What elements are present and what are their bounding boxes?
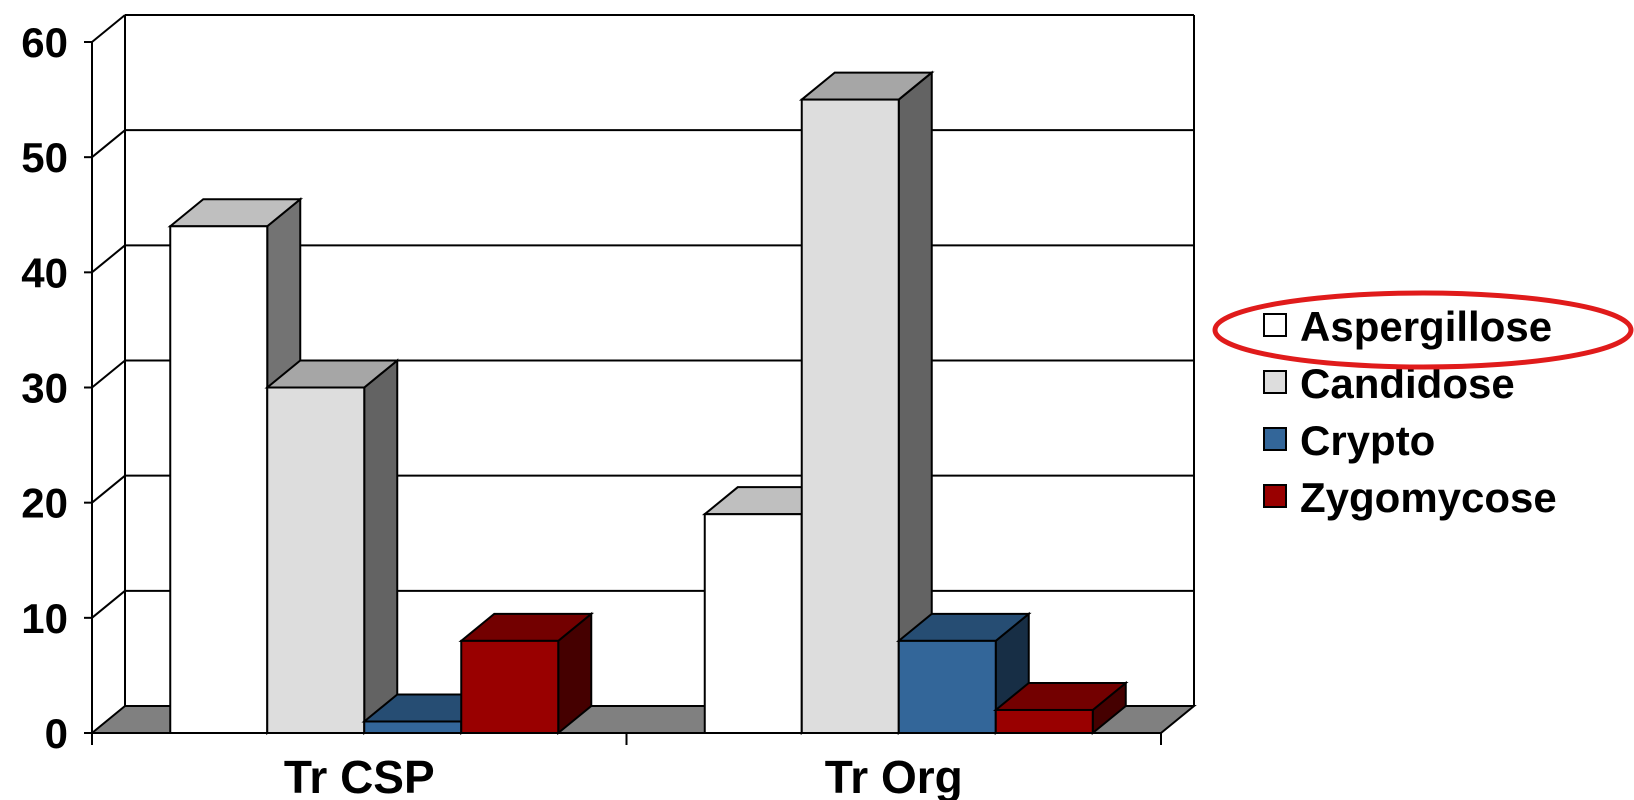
x-category-label: Tr CSP [284,751,435,800]
gridline-side [92,130,125,157]
bars [170,73,1126,733]
y-axis: 0 10 20 30 40 50 60 [21,19,92,757]
legend-swatch [1264,371,1286,393]
y-tick-label: 60 [21,19,68,66]
bar-front [899,641,996,733]
legend-label: Crypto [1300,417,1435,464]
legend-label: Zygomycose [1300,474,1557,521]
bar-front [705,514,802,733]
y-tick-label: 50 [21,134,68,181]
legend-label: Aspergillose [1300,303,1552,350]
bar-front [364,721,461,733]
gridline-side [92,476,125,503]
bar-front [267,388,364,734]
legend-swatch [1264,485,1286,507]
legend-item-aspergillose: Aspergillose [1264,303,1552,350]
y-tick-label: 20 [21,480,68,527]
bar-zygomycose-tr-csp [461,614,591,733]
legend-item-zygomycose: Zygomycose [1264,474,1557,521]
legend-item-crypto: Crypto [1264,417,1435,464]
bar-side [364,361,397,734]
x-category-label: Tr Org [825,751,963,800]
x-axis: Tr CSP Tr Org [92,733,1161,800]
side-wall-top-edge [92,15,125,42]
bar-front [170,226,267,733]
bar-candidose-tr-csp [267,361,397,734]
y-tick-label: 10 [21,595,68,642]
bar-front [461,641,558,733]
bar-front [802,100,899,733]
legend-swatch [1264,314,1286,336]
legend-swatch [1264,428,1286,450]
y-tick-label: 30 [21,365,68,412]
gridline-side [92,245,125,272]
y-tick-label: 40 [21,249,68,296]
gridline-side [92,361,125,388]
bar-front [996,710,1093,733]
gridline-side [92,591,125,618]
y-tick-label: 0 [45,710,68,757]
